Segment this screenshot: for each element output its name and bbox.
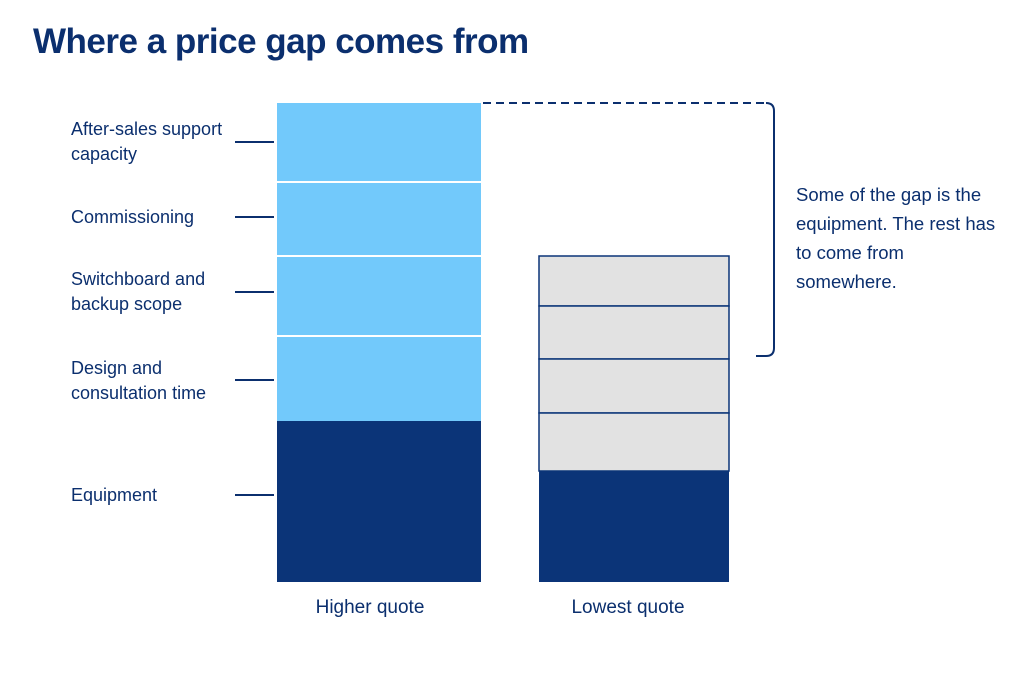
higher-segment-equipment (277, 421, 481, 582)
page-title: Where a price gap comes from (33, 22, 529, 61)
label-equipment: Equipment (71, 485, 158, 505)
label-switchboard-backup: Switchboard and backup scope (71, 269, 206, 314)
gap-annotation: Some of the gap is the equipment. The re… (796, 184, 996, 292)
lowest-segment (538, 412, 730, 472)
label-design-consultation: Design and consultation time (71, 358, 207, 403)
label-after-sales-support: After-sales support capacity (71, 119, 223, 164)
lowest-segment (538, 255, 730, 307)
gap-bracket-line (756, 102, 775, 357)
higher-quote-label: Higher quote (315, 597, 425, 618)
lowest-segment-equipment (539, 471, 729, 582)
higher-segment-design-consultation (277, 336, 481, 421)
higher-segment-switchboard-backup (277, 256, 481, 336)
lowest-segment (538, 305, 730, 360)
label-leader-lines (235, 141, 274, 496)
label-commissioning: Commissioning (71, 207, 195, 227)
lowest-segment (538, 358, 730, 414)
gap-bracket (483, 102, 775, 357)
lowest-quote-label: Lowest quote (571, 597, 685, 618)
higher-segment-after-sales-support (277, 103, 481, 182)
higher-segment-commissioning (277, 182, 481, 256)
higher-quote-bar (277, 103, 481, 582)
lowest-quote-bar (538, 255, 730, 582)
